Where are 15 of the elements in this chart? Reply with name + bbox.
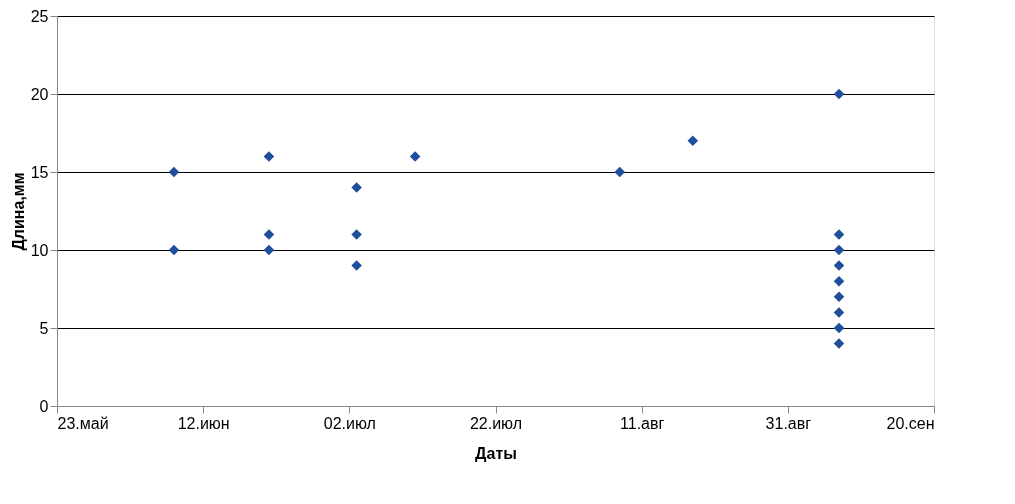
y-tick-label: 0 <box>39 397 49 415</box>
y-tick-label: 15 <box>30 163 49 181</box>
x-tick-label: 12.июн <box>177 414 230 432</box>
x-axis-title: Даты <box>475 444 517 462</box>
x-tick-label: 23.май <box>57 414 109 432</box>
x-tick-label: 11.авг <box>620 414 665 432</box>
y-axis-title: Длина,мм <box>9 172 27 251</box>
x-tick-label: 02.июл <box>323 414 376 432</box>
y-tick-label: 20 <box>30 85 49 103</box>
y-tick-label: 10 <box>30 241 49 259</box>
y-tick-label: 25 <box>30 7 49 25</box>
x-tick-label: 22.июл <box>469 414 523 432</box>
y-tick-label: 5 <box>39 319 49 337</box>
x-tick-label: 31.авг <box>765 414 812 432</box>
x-tick-label: 20.сен <box>886 414 935 432</box>
